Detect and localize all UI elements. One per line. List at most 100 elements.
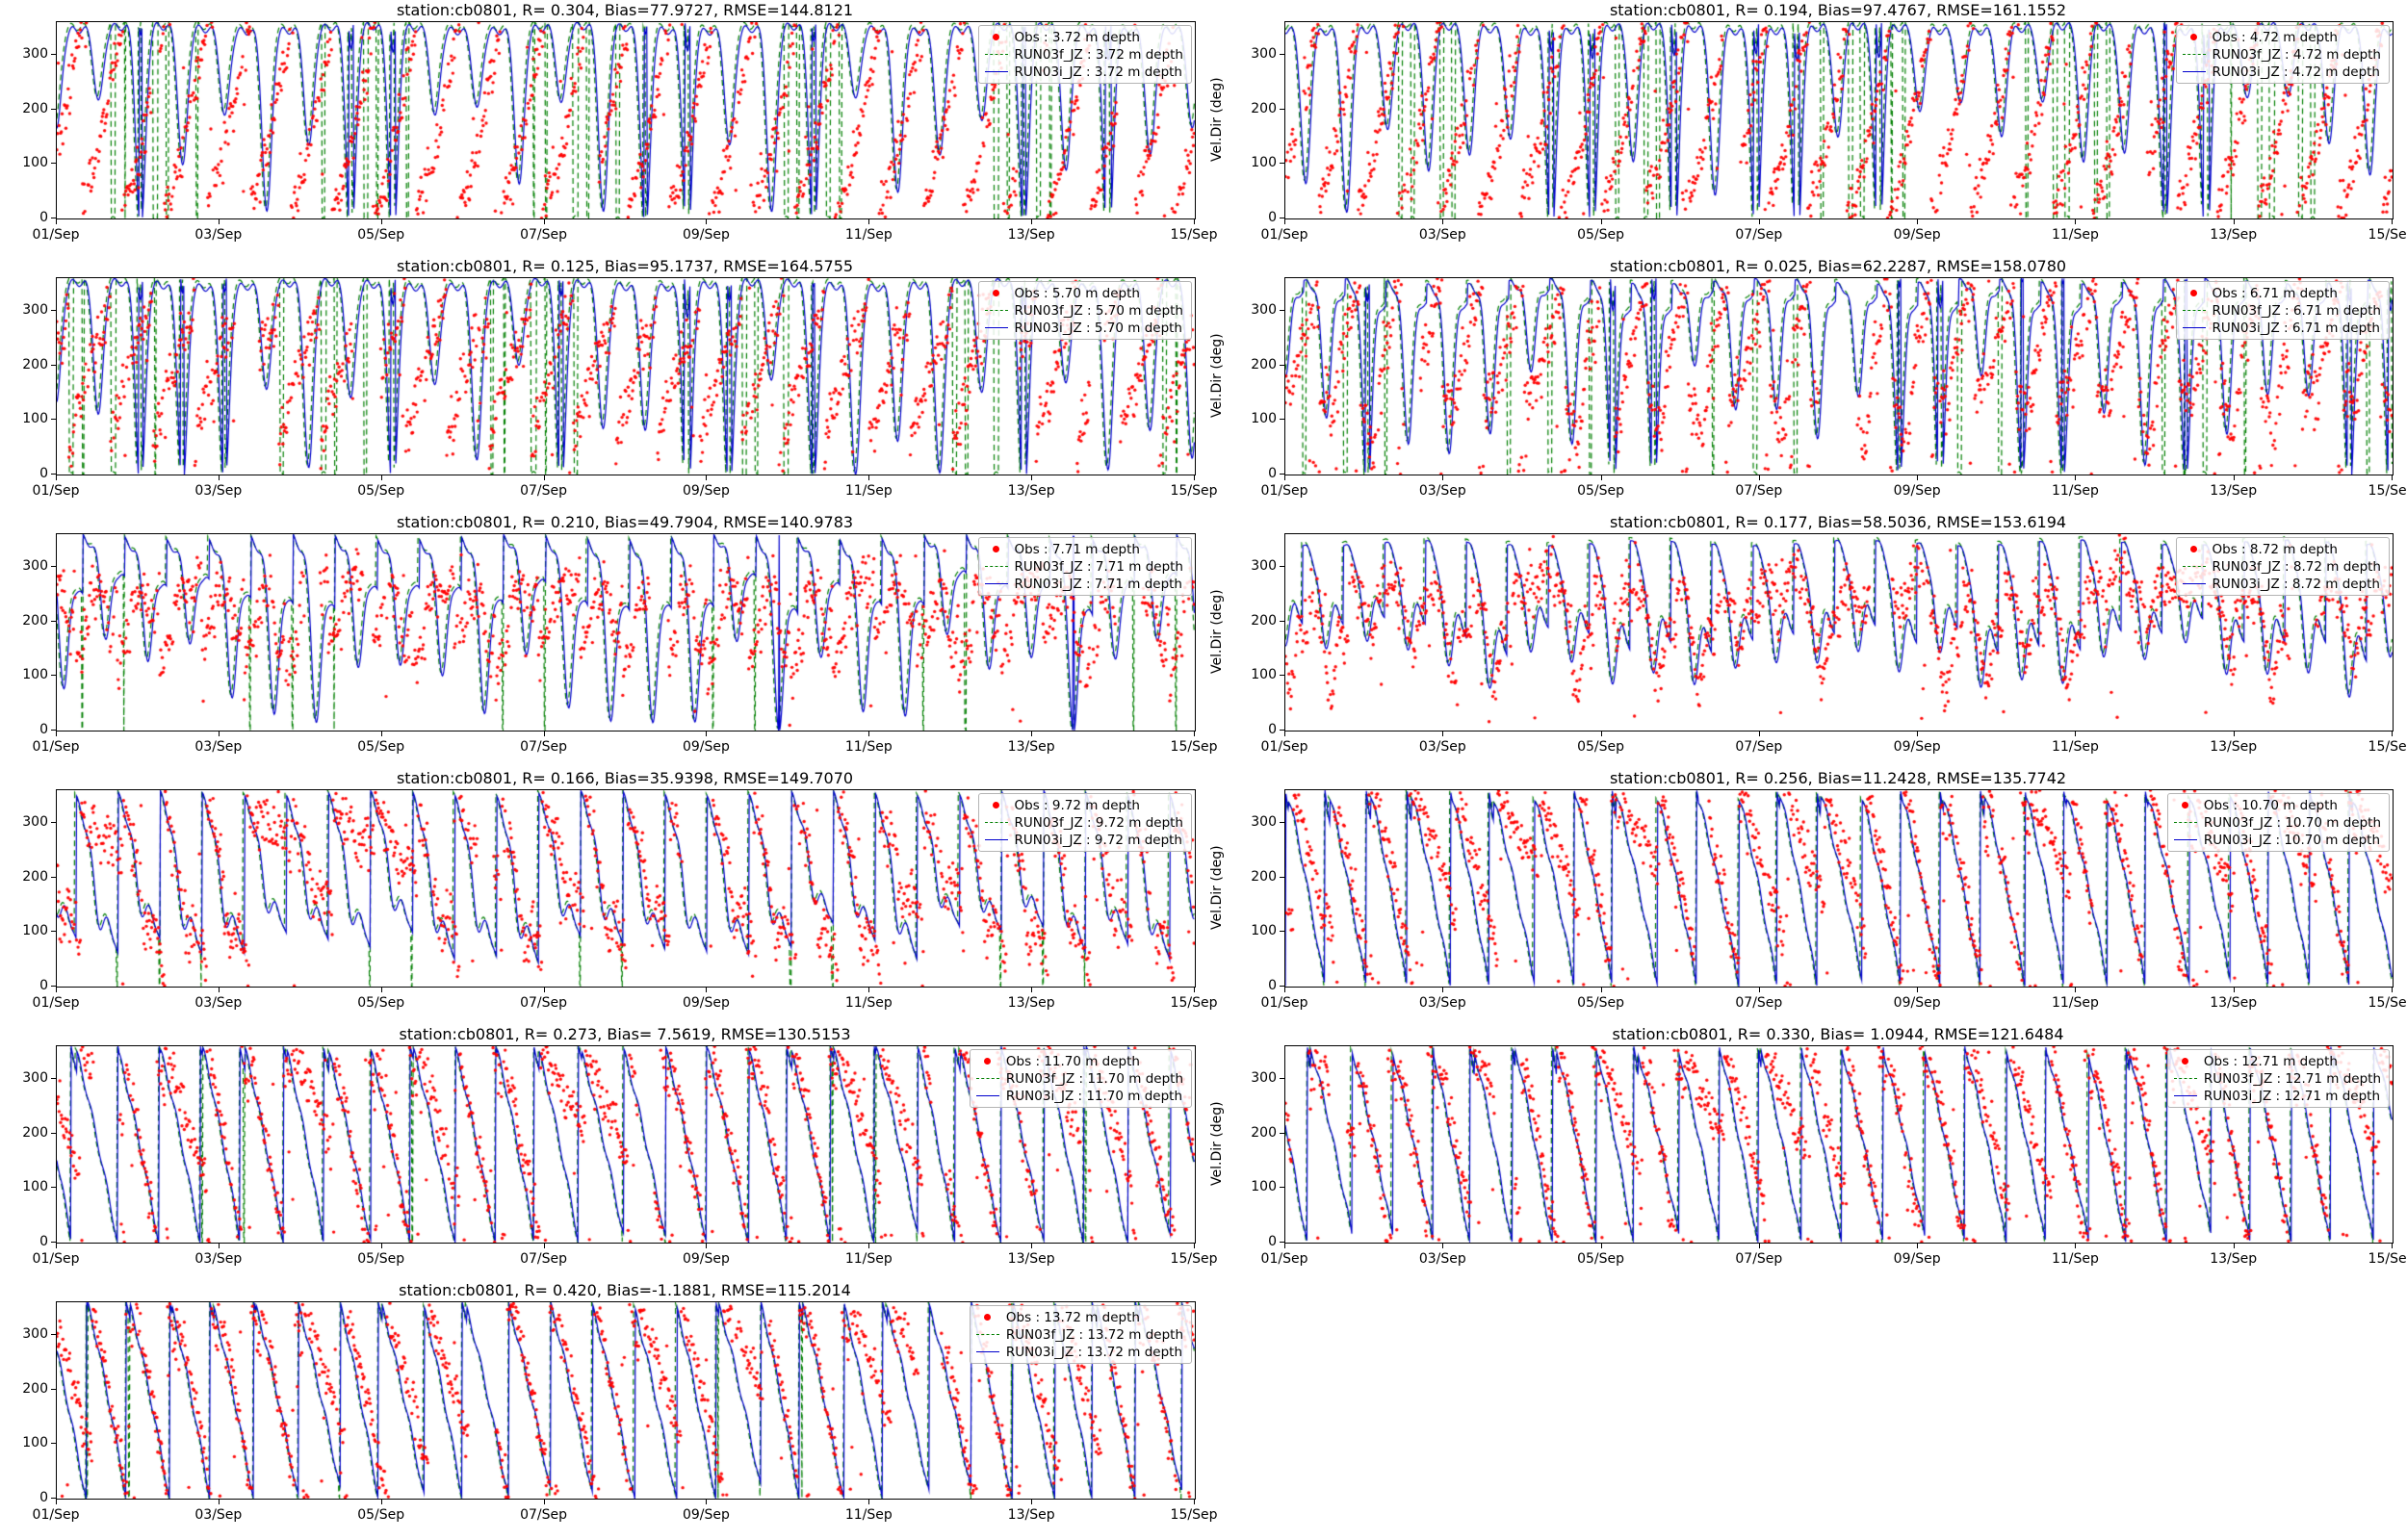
x-tick-mark: [2392, 219, 2393, 224]
legend-label-run03i: RUN03i_JZ : 12.71 m depth: [2203, 1088, 2380, 1104]
legend-label-obs: Obs : 7.71 m depth: [1014, 541, 1140, 557]
legend: Obs : 4.72 m depth RUN03f_JZ : 4.72 m de…: [2175, 25, 2390, 84]
x-tick-label: 11/Sep: [2051, 739, 2099, 755]
x-tick-mark: [543, 1500, 545, 1504]
y-tick-mark: [51, 566, 56, 567]
y-tick-label: 0: [39, 1490, 48, 1505]
y-tick-mark: [51, 310, 56, 311]
y-tick-mark: [51, 108, 56, 110]
x-tick-mark: [1284, 219, 1285, 224]
x-tick-label: 11/Sep: [844, 739, 893, 755]
x-tick-label: 11/Sep: [2051, 1251, 2099, 1267]
y-tick-mark: [51, 1078, 56, 1079]
subplot-panel: station:cb0801, R= 0.166, Bias=35.9398, …: [0, 768, 1217, 1024]
y-tick-label: 0: [1268, 722, 1277, 737]
y-tick-label: 100: [1251, 411, 1277, 427]
x-tick-label: 13/Sep: [2210, 739, 2258, 755]
x-tick-label: 03/Sep: [194, 995, 243, 1011]
x-tick-label: 13/Sep: [2210, 995, 2258, 1011]
y-axis-label: Vel.Dir (deg): [1209, 333, 1225, 418]
subplot-panel: station:cb0801, R= 0.420, Bias=-1.1881, …: [0, 1280, 1217, 1536]
y-tick-label: 0: [1268, 466, 1277, 481]
x-tick-mark: [868, 475, 870, 480]
legend-item-run03f: RUN03f_JZ : 10.70 m depth: [2173, 814, 2381, 831]
run03i-solid-line-icon: [2173, 1095, 2197, 1096]
x-tick-mark: [868, 732, 870, 736]
y-tick-label: 300: [1251, 814, 1277, 830]
legend-label-run03i: RUN03i_JZ : 5.70 m depth: [1014, 320, 1183, 336]
subplot-panel: station:cb0801, R= 0.125, Bias=95.1737, …: [0, 256, 1217, 512]
x-tick-mark: [1600, 1244, 1602, 1248]
x-tick-label: 11/Sep: [844, 483, 893, 499]
x-tick-label: 07/Sep: [520, 483, 568, 499]
subplot-panel: station:cb0801, R= 0.273, Bias= 7.5619, …: [0, 1024, 1217, 1280]
x-tick-mark: [1442, 732, 1444, 736]
x-tick-label: 03/Sep: [194, 1251, 243, 1267]
x-tick-mark: [1031, 1244, 1033, 1248]
x-tick-mark: [1917, 732, 1919, 736]
y-tick-label: 200: [22, 356, 48, 372]
legend-item-obs: Obs : 6.71 m depth: [2183, 285, 2382, 301]
x-tick-mark: [706, 475, 708, 480]
run03i-solid-line-icon: [984, 71, 1008, 72]
x-tick-label: 07/Sep: [1735, 739, 1783, 755]
plot-area: Obs : 3.72 m depth RUN03f_JZ : 3.72 m de…: [56, 21, 1196, 219]
y-tick-mark: [1280, 108, 1284, 110]
y-tick-label: 100: [22, 1179, 48, 1195]
x-tick-mark: [2075, 988, 2077, 992]
x-tick-mark: [380, 1500, 382, 1504]
x-tick-mark: [2233, 219, 2235, 224]
x-tick-mark: [2233, 1244, 2235, 1248]
legend-label-run03i: RUN03i_JZ : 13.72 m depth: [1005, 1344, 1182, 1360]
obs-dot-marker-icon: [2174, 1058, 2197, 1065]
subplot-title: station:cb0801, R= 0.304, Bias=77.9727, …: [396, 1, 854, 19]
y-tick-mark: [51, 364, 56, 366]
x-tick-mark: [1284, 732, 1285, 736]
legend-item-obs: Obs : 13.72 m depth: [976, 1309, 1183, 1325]
y-tick-label: 200: [22, 612, 48, 629]
run03f-dashed-line-icon: [984, 822, 1008, 823]
y-tick-label: 0: [39, 722, 48, 737]
x-tick-mark: [1284, 475, 1285, 480]
x-tick-mark: [1031, 1500, 1033, 1504]
x-tick-label: 15/Sep: [1170, 995, 1218, 1011]
x-tick-mark: [218, 988, 220, 992]
legend-label-run03i: RUN03i_JZ : 11.70 m depth: [1005, 1088, 1182, 1104]
legend-item-obs: Obs : 3.72 m depth: [985, 29, 1184, 45]
x-tick-mark: [868, 1500, 870, 1504]
run03f-dashed-line-icon: [2173, 822, 2197, 823]
y-tick-label: 300: [22, 558, 48, 574]
x-tick-label: 01/Sep: [32, 227, 80, 243]
legend: Obs : 12.71 m depth RUN03f_JZ : 12.71 m …: [2166, 1049, 2390, 1108]
run03i-solid-line-icon: [984, 583, 1008, 584]
x-tick-label: 13/Sep: [1007, 995, 1055, 1011]
y-tick-mark: [1280, 931, 1284, 933]
legend-label-obs: Obs : 11.70 m depth: [1005, 1053, 1140, 1069]
legend-item-obs: Obs : 7.71 m depth: [985, 541, 1184, 557]
x-tick-label: 03/Sep: [1418, 739, 1466, 755]
x-tick-label: 01/Sep: [32, 1507, 80, 1523]
subplot-panel: station:cb0801, R= 0.194, Bias=97.4767, …: [1204, 0, 2407, 256]
y-tick-label: 0: [39, 210, 48, 225]
x-tick-label: 09/Sep: [1893, 227, 1941, 243]
x-tick-label: 03/Sep: [194, 483, 243, 499]
x-tick-label: 05/Sep: [357, 483, 405, 499]
run03f-dashed-line-icon: [2173, 1078, 2197, 1079]
x-tick-label: 05/Sep: [357, 739, 405, 755]
x-tick-mark: [56, 1244, 57, 1248]
x-tick-label: 07/Sep: [520, 1251, 568, 1267]
legend: Obs : 5.70 m depth RUN03f_JZ : 5.70 m de…: [977, 281, 1192, 340]
x-tick-mark: [1758, 732, 1760, 736]
y-tick-mark: [51, 1132, 56, 1134]
legend: Obs : 8.72 m depth RUN03f_JZ : 8.72 m de…: [2175, 537, 2390, 596]
y-tick-mark: [51, 876, 56, 878]
legend-item-run03f: RUN03f_JZ : 12.71 m depth: [2173, 1070, 2381, 1087]
y-tick-mark: [1280, 163, 1284, 165]
x-tick-label: 09/Sep: [1893, 995, 1941, 1011]
x-tick-label: 11/Sep: [2051, 995, 2099, 1011]
x-tick-label: 13/Sep: [1007, 1251, 1055, 1267]
y-tick-label: 200: [1251, 612, 1277, 629]
x-tick-label: 05/Sep: [357, 227, 405, 243]
subplot-title: station:cb0801, R= 0.125, Bias=95.1737, …: [396, 257, 854, 275]
